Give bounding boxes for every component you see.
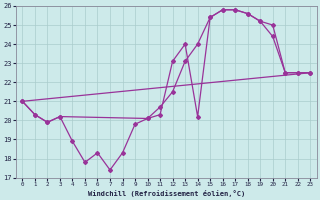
X-axis label: Windchill (Refroidissement éolien,°C): Windchill (Refroidissement éolien,°C) bbox=[88, 190, 245, 197]
